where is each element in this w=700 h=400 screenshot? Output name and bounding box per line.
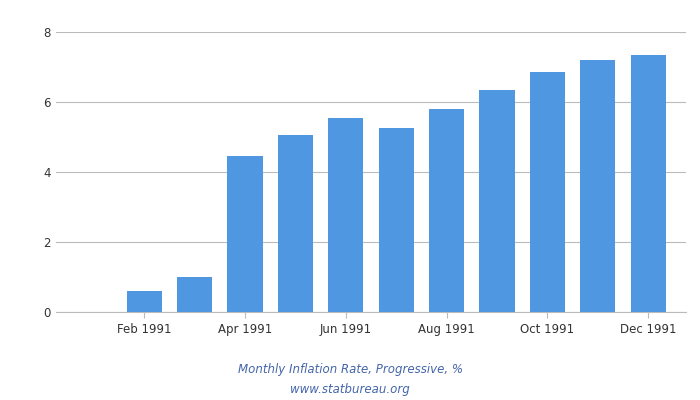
Bar [328,118,363,312]
Bar [631,55,666,312]
Bar [127,291,162,312]
Text: Monthly Inflation Rate, Progressive, %: Monthly Inflation Rate, Progressive, % [237,364,463,376]
Bar [580,60,615,312]
Bar [480,90,514,312]
Bar [177,277,212,312]
Bar [228,156,262,312]
Bar [379,128,414,312]
Bar [530,72,565,312]
Text: www.statbureau.org: www.statbureau.org [290,384,410,396]
Bar [429,109,464,312]
Bar [278,135,313,312]
